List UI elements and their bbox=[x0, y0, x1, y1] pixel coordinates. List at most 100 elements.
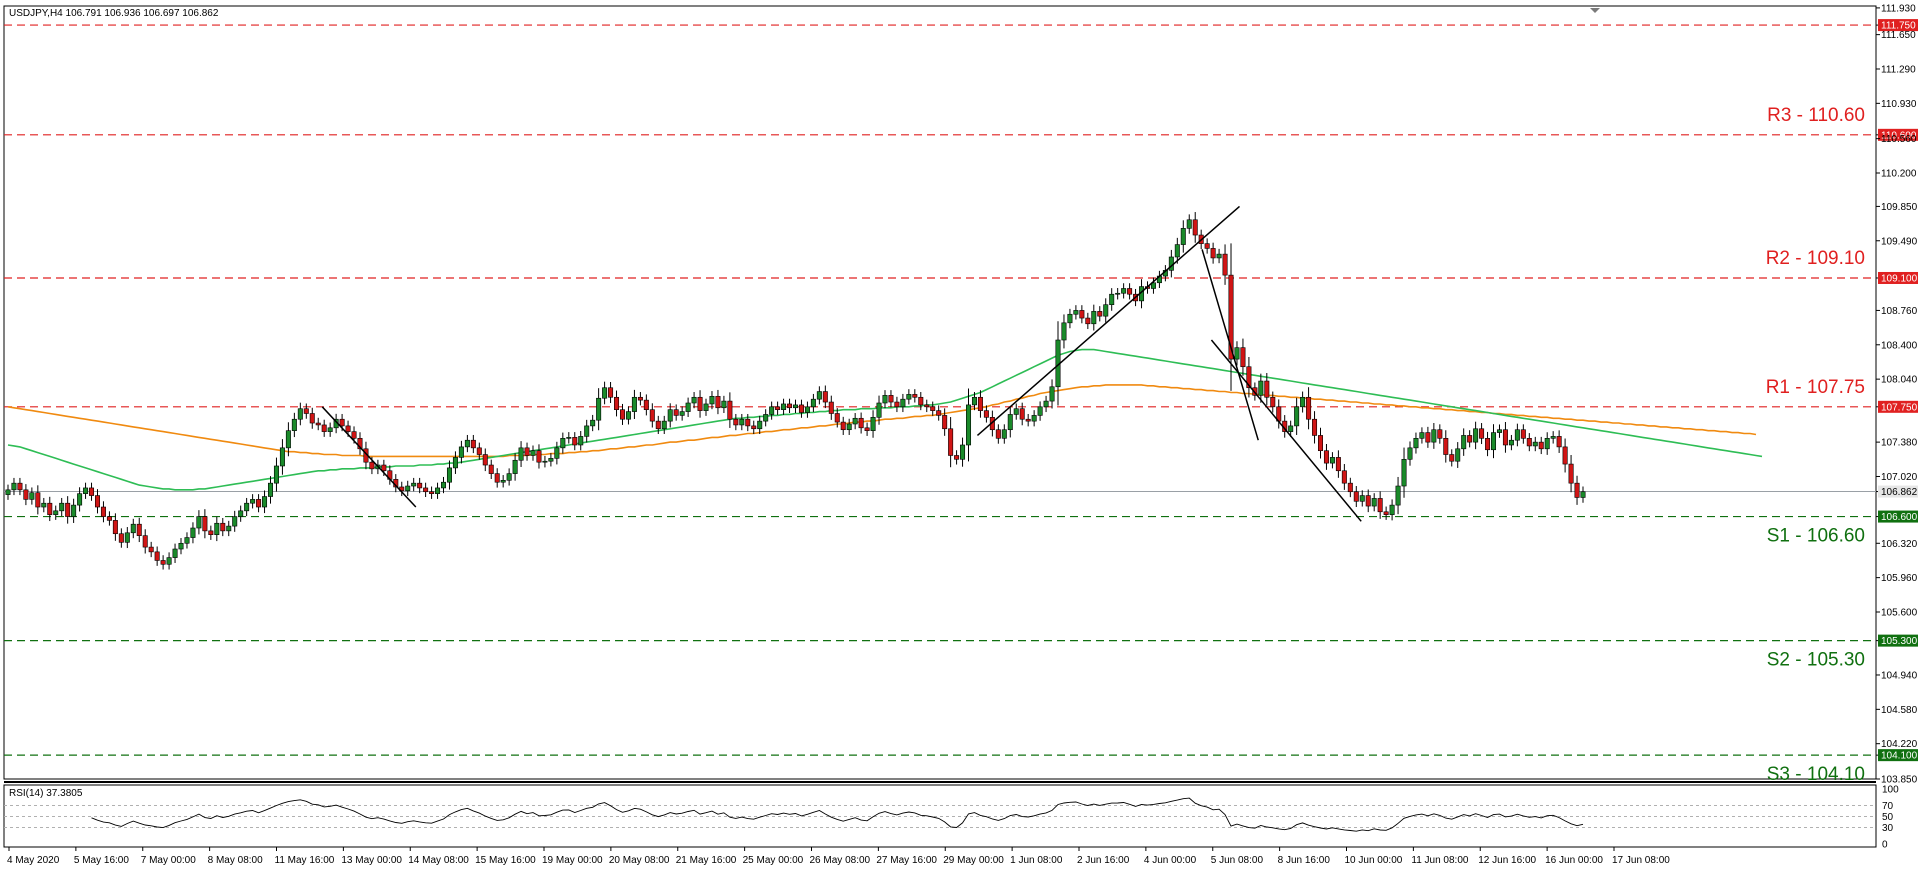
trendline-4[interactable] bbox=[1210, 339, 1362, 522]
y-tick-label: 109.850 bbox=[1881, 202, 1918, 213]
candle bbox=[625, 406, 631, 425]
candle bbox=[1479, 423, 1485, 445]
candle bbox=[906, 389, 912, 405]
candle bbox=[297, 402, 303, 426]
trendline-3[interactable] bbox=[1201, 249, 1259, 441]
x-tick-label: 8 May 08:00 bbox=[208, 855, 263, 866]
x-tick-label: 5 Jun 08:00 bbox=[1211, 855, 1264, 866]
candle bbox=[1323, 443, 1329, 470]
candle bbox=[721, 395, 727, 414]
candle bbox=[995, 424, 1001, 444]
trendline-1[interactable] bbox=[321, 406, 417, 508]
candle bbox=[244, 497, 250, 517]
candle bbox=[810, 393, 816, 413]
candle bbox=[279, 439, 285, 475]
candle bbox=[1580, 486, 1586, 503]
y-tick-label: 110.600 bbox=[1881, 130, 1917, 141]
candle bbox=[775, 401, 781, 415]
candle bbox=[727, 392, 733, 428]
candle bbox=[100, 501, 106, 523]
candle bbox=[977, 390, 983, 418]
candle bbox=[35, 485, 41, 515]
y-tick-label: 110.930 bbox=[1881, 99, 1917, 110]
candle bbox=[1061, 314, 1067, 349]
y-tick-label: 105.960 bbox=[1881, 573, 1918, 584]
candle bbox=[1025, 413, 1031, 427]
y-tick-highlight bbox=[1878, 510, 1918, 523]
candle bbox=[441, 476, 447, 494]
candle bbox=[1467, 430, 1473, 448]
y-tick-label: 106.600 bbox=[1881, 512, 1918, 523]
candle bbox=[643, 394, 649, 416]
candle bbox=[631, 389, 637, 419]
candle bbox=[47, 496, 53, 522]
rsi-tick-label: 70 bbox=[1882, 801, 1894, 812]
candle bbox=[1186, 214, 1192, 234]
candle bbox=[792, 399, 798, 414]
candle bbox=[745, 413, 751, 432]
candle bbox=[494, 468, 500, 488]
y-tick-label: 107.020 bbox=[1881, 472, 1918, 483]
candle bbox=[1443, 430, 1449, 463]
levels-layer: R3 - 110.60 R2 - 109.10 R1 - 107.75 S1 - 10… bbox=[4, 24, 1876, 785]
candle bbox=[1329, 452, 1335, 469]
candle bbox=[262, 490, 268, 514]
candle bbox=[118, 528, 124, 548]
candle bbox=[1347, 477, 1353, 498]
y-tick-label: 109.100 bbox=[1881, 273, 1918, 284]
candle bbox=[417, 477, 423, 494]
level-label-R2: R2 - 109.10 bbox=[1766, 248, 1865, 269]
candle bbox=[763, 409, 769, 427]
chart-shift-marker-icon[interactable] bbox=[1590, 8, 1600, 13]
candle bbox=[178, 538, 184, 555]
candle bbox=[1455, 442, 1461, 468]
candle bbox=[536, 444, 542, 469]
candle bbox=[822, 385, 828, 409]
candle bbox=[1449, 449, 1455, 467]
symbol-info-text: USDJPY,H4 106.791 106.936 106.697 106.86… bbox=[9, 8, 219, 19]
candle bbox=[446, 460, 452, 490]
candle bbox=[524, 442, 530, 461]
y-tick-label: 104.940 bbox=[1881, 670, 1918, 681]
candle bbox=[11, 477, 17, 496]
candle bbox=[5, 484, 11, 500]
candle bbox=[602, 381, 608, 405]
candle bbox=[184, 532, 190, 549]
x-tick-label: 10 Jun 00:00 bbox=[1345, 855, 1403, 866]
candle bbox=[196, 510, 202, 535]
candle bbox=[1556, 430, 1562, 453]
candle bbox=[703, 398, 709, 416]
trendline-2[interactable] bbox=[976, 205, 1241, 437]
candle bbox=[512, 453, 518, 481]
candle bbox=[124, 527, 130, 549]
candle bbox=[1502, 421, 1508, 453]
rsi-tick-label: 50 bbox=[1882, 812, 1894, 823]
candle bbox=[948, 417, 954, 468]
candle bbox=[1222, 244, 1228, 285]
candle bbox=[661, 415, 667, 435]
candle bbox=[214, 516, 220, 542]
candle bbox=[1037, 401, 1043, 421]
y-tick-label: 104.220 bbox=[1881, 739, 1918, 750]
candle bbox=[691, 392, 697, 409]
candle bbox=[1192, 212, 1198, 243]
candle bbox=[160, 555, 166, 570]
candle bbox=[71, 498, 77, 523]
candle bbox=[530, 445, 536, 461]
candle bbox=[130, 518, 136, 539]
y-tick-label: 106.862 bbox=[1881, 487, 1918, 498]
candle bbox=[960, 437, 966, 467]
candle bbox=[655, 415, 661, 435]
y-tick-label: 104.100 bbox=[1881, 751, 1918, 762]
candle bbox=[1395, 476, 1401, 515]
candle bbox=[291, 412, 297, 438]
candle bbox=[1568, 455, 1574, 493]
candle bbox=[781, 398, 787, 415]
candle bbox=[1473, 421, 1479, 450]
candle bbox=[1103, 298, 1109, 323]
candle bbox=[733, 413, 739, 431]
time-axis: 4 May 2020 5 May 16:00 7 May 00:00 8 May 08… bbox=[7, 847, 1670, 866]
